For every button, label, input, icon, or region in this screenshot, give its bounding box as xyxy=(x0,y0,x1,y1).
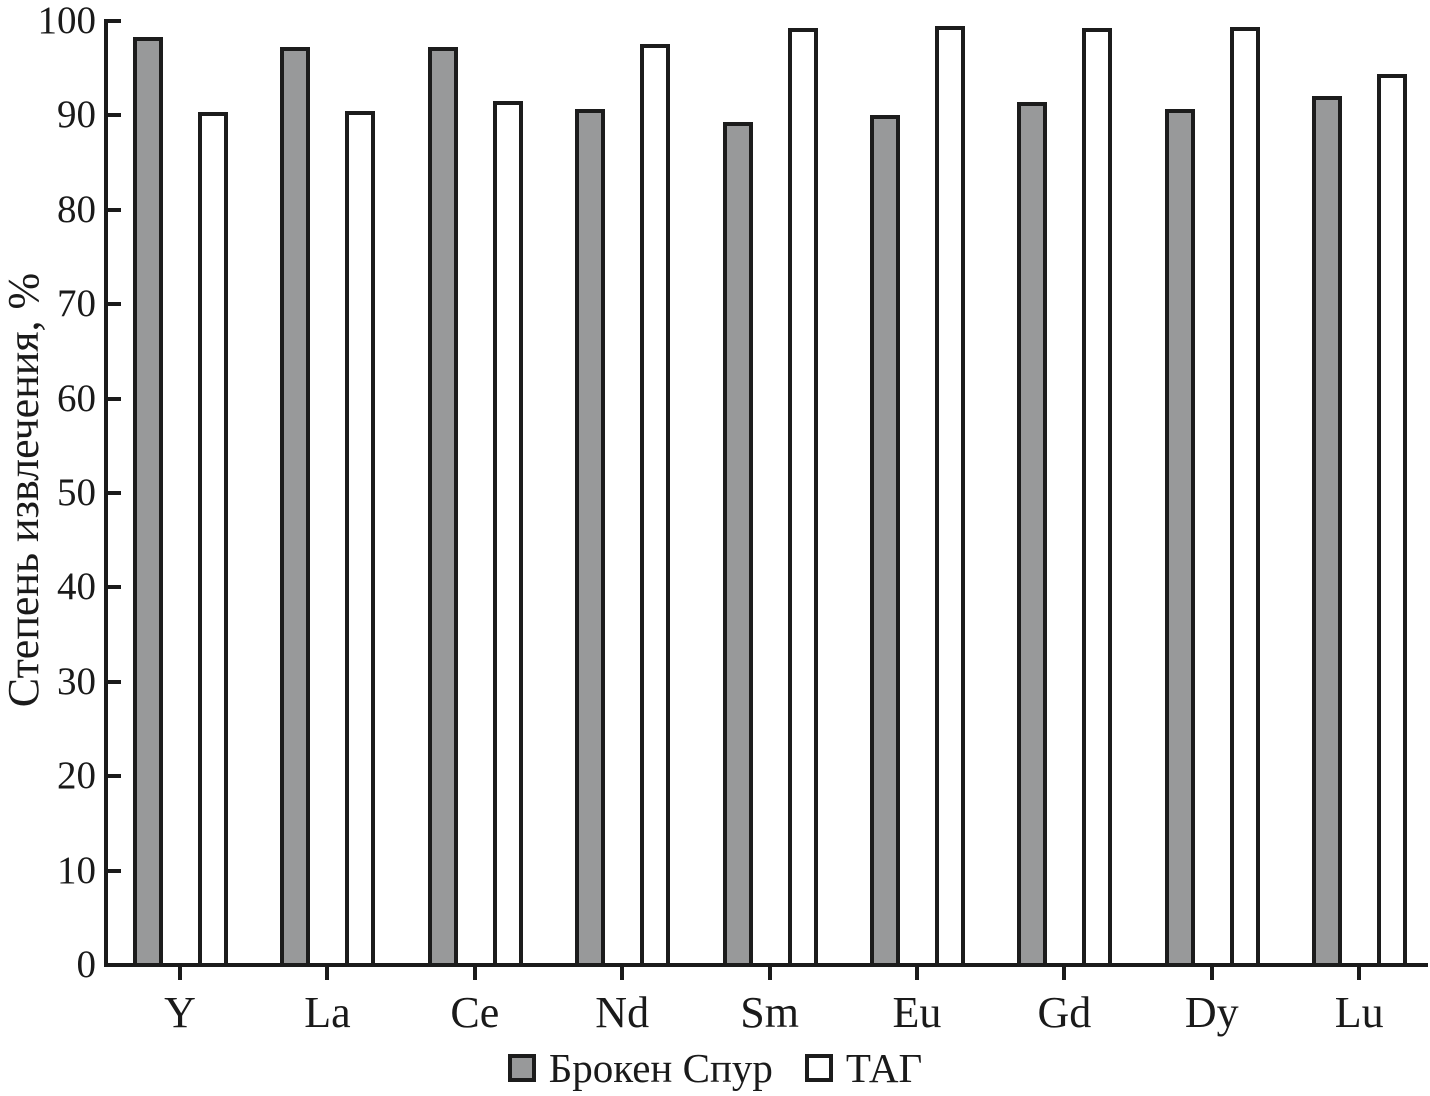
x-tick xyxy=(1357,967,1362,980)
y-tick-label: 60 xyxy=(57,376,96,420)
y-tick-label: 70 xyxy=(57,282,96,326)
bar-broken-spur-lu xyxy=(1312,96,1343,967)
y-tick-label: 80 xyxy=(57,187,96,231)
y-tick xyxy=(108,396,121,401)
bar-tag-y xyxy=(198,112,228,967)
bar-tag-gd xyxy=(1082,28,1113,967)
x-category-label: Dy xyxy=(1184,988,1239,1037)
y-tick-label: 0 xyxy=(76,943,97,986)
x-category-label: Gd xyxy=(1037,988,1092,1037)
legend-label-tag: ТАГ xyxy=(845,1045,923,1091)
legend-swatch-broken-spur xyxy=(507,1054,536,1082)
x-category-label: Y xyxy=(164,988,196,1037)
bar-tag-lu xyxy=(1377,74,1408,967)
bar-broken-spur-sm xyxy=(722,122,753,967)
y-axis-title: Степень извлечения, % xyxy=(0,272,48,708)
legend-label-broken-spur: Брокен Спур xyxy=(548,1045,773,1091)
bar-tag-la xyxy=(345,111,376,967)
y-tick-label: 30 xyxy=(57,659,96,703)
y-tick-label: 40 xyxy=(57,565,96,609)
x-tick xyxy=(767,967,772,980)
bar-broken-spur-eu xyxy=(870,115,900,967)
bar-tag-eu xyxy=(935,26,965,967)
legend-swatch-tag xyxy=(804,1054,833,1082)
x-tick xyxy=(1209,967,1214,980)
y-tick xyxy=(108,868,121,873)
bar-broken-spur-nd xyxy=(575,109,606,967)
x-tick xyxy=(472,967,477,980)
y-tick xyxy=(108,679,121,684)
bar-tag-ce xyxy=(492,101,523,967)
x-category-label: La xyxy=(304,988,351,1037)
bar-broken-spur-y xyxy=(133,37,163,967)
y-axis-line xyxy=(104,19,108,967)
x-tick xyxy=(915,967,919,980)
x-category-label: Sm xyxy=(740,988,799,1037)
y-tick-label: 100 xyxy=(37,0,97,42)
x-tick xyxy=(620,967,625,980)
x-axis-line xyxy=(104,963,1428,967)
y-tick xyxy=(108,774,121,779)
x-tick xyxy=(325,967,330,980)
x-tick xyxy=(1062,967,1067,980)
y-tick xyxy=(108,491,121,495)
x-category-label: Ce xyxy=(450,988,500,1037)
y-tick xyxy=(108,207,121,212)
x-category-label: Eu xyxy=(892,988,942,1037)
y-tick-label: 90 xyxy=(57,93,96,137)
bar-broken-spur-gd xyxy=(1017,102,1048,967)
bar-tag-nd xyxy=(640,44,671,967)
bar-tag-dy xyxy=(1229,27,1260,967)
legend-item-tag: ТАГ xyxy=(804,1045,923,1091)
y-tick xyxy=(108,19,121,23)
bar-broken-spur-la xyxy=(280,47,311,967)
bar-broken-spur-dy xyxy=(1164,109,1195,967)
chart-legend: Брокен Спур ТАГ xyxy=(0,1046,1430,1090)
y-tick-label: 50 xyxy=(57,471,96,514)
bar-tag-sm xyxy=(787,28,818,967)
legend-item-broken-spur: Брокен Спур xyxy=(507,1045,773,1091)
y-tick xyxy=(108,302,121,307)
y-tick-label: 10 xyxy=(57,848,96,892)
bar-broken-spur-ce xyxy=(427,47,458,967)
x-category-label: Lu xyxy=(1334,988,1384,1037)
x-tick xyxy=(178,967,182,980)
y-tick xyxy=(108,113,121,118)
x-category-label: Nd xyxy=(595,988,650,1037)
y-tick-label: 20 xyxy=(57,754,96,798)
y-tick xyxy=(108,585,121,590)
